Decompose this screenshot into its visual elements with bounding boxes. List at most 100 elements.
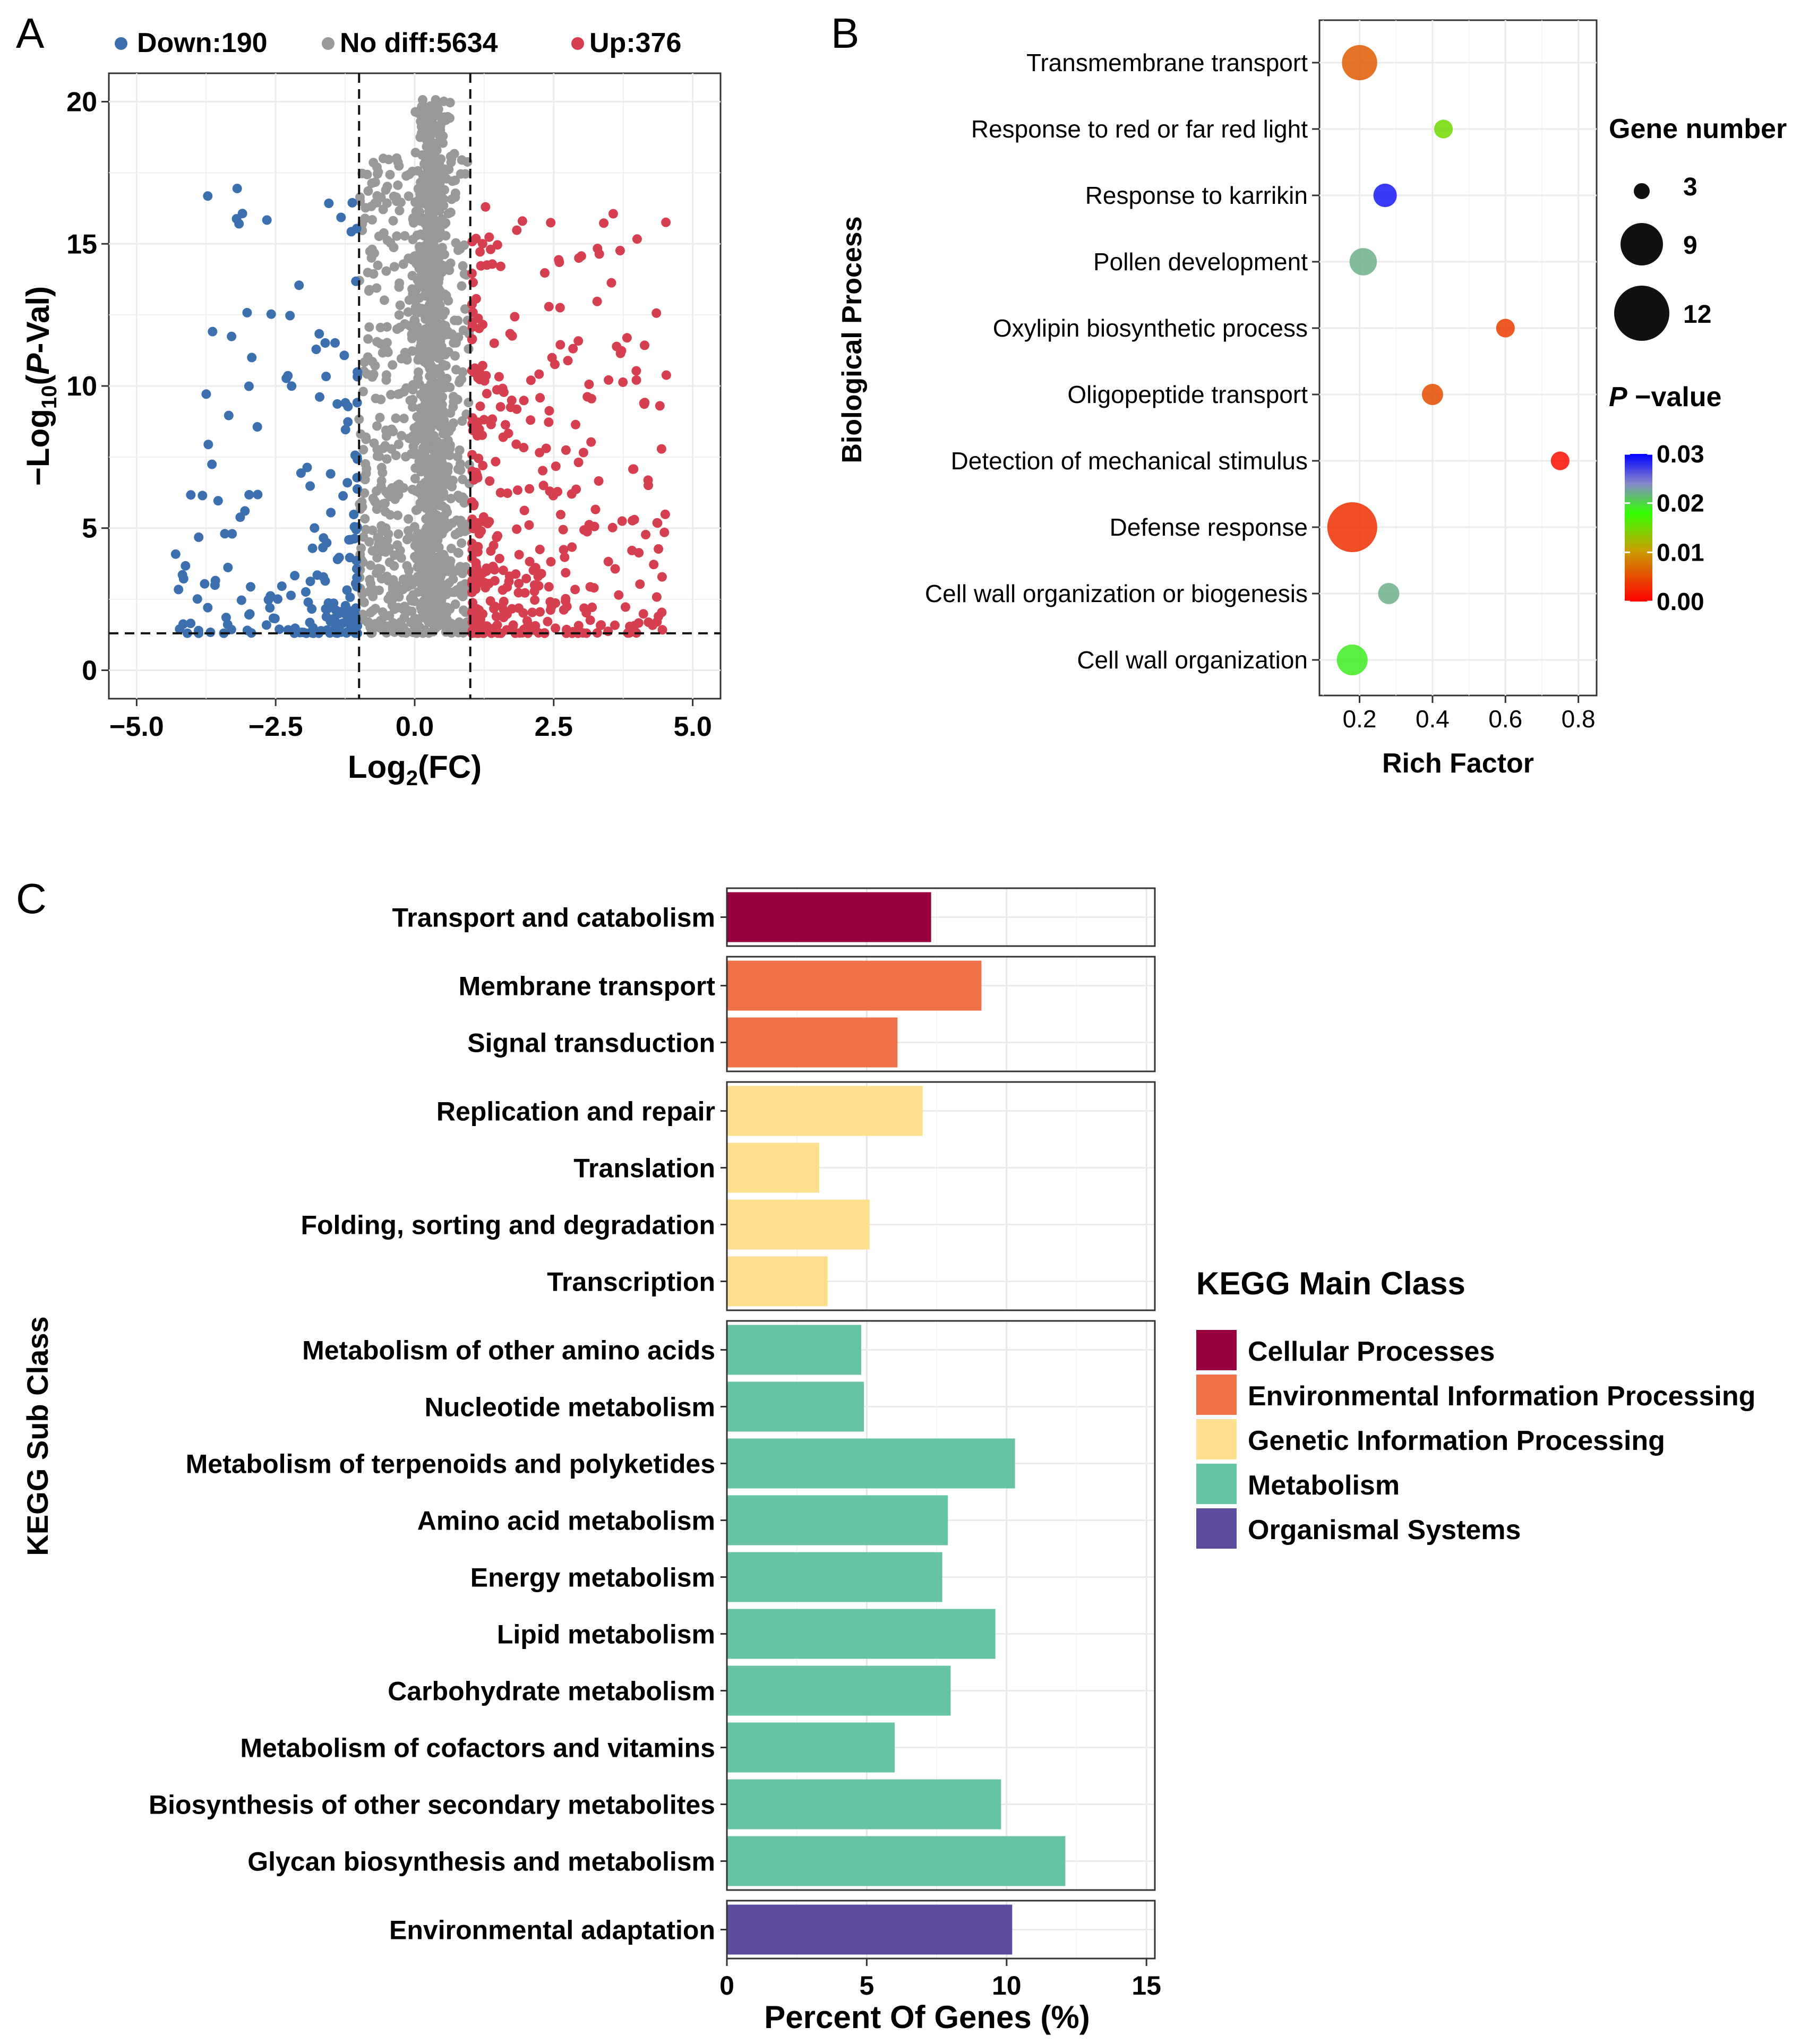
volcano-point-nodiff — [445, 258, 456, 268]
volcano-point-up — [655, 401, 665, 411]
volcano-point-up — [467, 299, 477, 310]
go-point — [1342, 45, 1377, 81]
volcano-point-nodiff — [376, 476, 387, 486]
volcano-point-down — [351, 224, 362, 234]
volcano-point-nodiff — [430, 435, 440, 445]
volcano-point-nodiff — [402, 561, 412, 571]
volcano-point-nodiff — [374, 231, 384, 242]
volcano-point-nodiff — [395, 205, 405, 216]
volcano-point-up — [470, 621, 480, 631]
volcano-point-nodiff — [358, 532, 368, 542]
go-term-label: Oxylipin biosynthetic process — [993, 314, 1308, 342]
volcano-point-down — [281, 373, 292, 383]
kegg-category-label: Biosynthesis of other secondary metaboli… — [149, 1790, 715, 1820]
volcano-point-nodiff — [455, 445, 465, 455]
kegg-legend-swatch — [1196, 1508, 1237, 1549]
kegg-legend-swatch — [1196, 1464, 1237, 1504]
volcano-point-up — [485, 476, 495, 486]
volcano-point-up — [514, 549, 524, 560]
volcano-point-nodiff — [391, 153, 401, 164]
volcano-point-up — [467, 579, 477, 589]
kegg-bar — [727, 1722, 895, 1773]
go-term-labels: Transmembrane transport Response to red o… — [925, 49, 1308, 674]
volcano-point-down — [336, 212, 346, 222]
volcano-x-axis-title: Log2(FC) — [348, 749, 482, 790]
p-value-legend-label: 0.02 — [1657, 489, 1704, 517]
volcano-point-nodiff — [372, 504, 382, 514]
volcano-point-up — [606, 278, 616, 288]
volcano-point-down — [170, 549, 181, 559]
volcano-point-nodiff — [430, 554, 440, 564]
kegg-category-label: Replication and repair — [436, 1097, 715, 1127]
volcano-point-nodiff — [443, 209, 453, 219]
volcano-point-nodiff — [448, 620, 458, 630]
volcano-point-nodiff — [409, 522, 419, 532]
volcano-point-nodiff — [438, 392, 448, 402]
volcano-point-up — [627, 545, 637, 555]
volcano-point-up — [660, 509, 670, 519]
volcano-point-nodiff — [383, 594, 393, 604]
volcano-point-down — [315, 392, 324, 402]
volcano-point-nodiff — [445, 113, 455, 123]
volcano-point-up — [478, 512, 488, 522]
volcano-point-nodiff — [457, 281, 467, 291]
volcano-point-nodiff — [407, 284, 417, 294]
kegg-facet: Environmental adaptation — [389, 1900, 1156, 1960]
kegg-category-label: Carbohydrate metabolism — [388, 1677, 715, 1706]
volcano-point-up — [494, 554, 504, 564]
go-x-tick-label: 0.6 — [1488, 705, 1522, 733]
volcano-point-nodiff — [372, 197, 382, 208]
volcano-point-down — [181, 561, 191, 571]
volcano-point-nodiff — [414, 293, 424, 303]
volcano-point-nodiff — [398, 259, 408, 269]
volcano-point-down — [277, 581, 287, 591]
volcano-point-down — [321, 612, 331, 622]
kegg-facet: Metabolism of other amino acids Nucleotid… — [149, 1320, 1156, 1891]
volcano-point-up — [526, 415, 536, 425]
volcano-point-up — [618, 377, 628, 387]
volcano-point-up — [594, 249, 604, 259]
volcano-point-down — [242, 307, 252, 317]
volcano-point-down — [305, 577, 315, 587]
volcano-point-nodiff — [447, 482, 457, 492]
volcano-point-up — [559, 545, 569, 555]
volcano-point-down — [307, 543, 318, 553]
kegg-x-tick-label: 0 — [719, 1971, 734, 2000]
volcano-point-down — [285, 311, 295, 321]
volcano-point-nodiff — [388, 216, 398, 226]
kegg-category-label: Folding, sorting and degradation — [301, 1210, 715, 1240]
volcano-point-nodiff — [364, 286, 374, 296]
volcano-point-nodiff — [380, 499, 390, 509]
volcano-point-up — [475, 401, 485, 411]
kegg-bar — [727, 1143, 819, 1193]
volcano-point-nodiff — [440, 553, 450, 563]
volcano-point-nodiff — [408, 324, 418, 334]
volcano-point-down — [194, 628, 204, 638]
volcano-point-nodiff — [408, 380, 418, 390]
volcano-point-up — [467, 587, 477, 597]
volcano-point-nodiff — [453, 547, 463, 557]
volcano-point-nodiff — [445, 151, 456, 161]
volcano-point-nodiff — [408, 235, 418, 245]
volcano-point-nodiff — [432, 599, 441, 609]
volcano-point-nodiff — [378, 468, 388, 478]
volcano-point-nodiff — [393, 603, 404, 613]
volcano-point-up — [504, 571, 515, 581]
volcano-point-up — [567, 542, 577, 552]
volcano-point-up — [608, 209, 618, 219]
volcano-point-nodiff — [428, 582, 439, 592]
volcano-y-axis-title: −Log10(P-Val) — [20, 286, 61, 486]
go-term-label: Oligopeptide transport — [1067, 381, 1308, 408]
volcano-point-nodiff — [458, 475, 468, 485]
volcano-point-nodiff — [455, 562, 465, 572]
volcano-point-down — [325, 469, 336, 479]
volcano-point-up — [505, 402, 516, 413]
volcano-point-nodiff — [372, 283, 382, 293]
volcano-point-up — [545, 486, 555, 496]
volcano-point-nodiff — [442, 589, 451, 599]
volcano-point-nodiff — [420, 219, 430, 229]
volcano-point-up — [573, 336, 584, 346]
volcano-point-nodiff — [449, 338, 459, 348]
volcano-point-up — [629, 514, 639, 525]
volcano-point-nodiff — [428, 330, 438, 340]
